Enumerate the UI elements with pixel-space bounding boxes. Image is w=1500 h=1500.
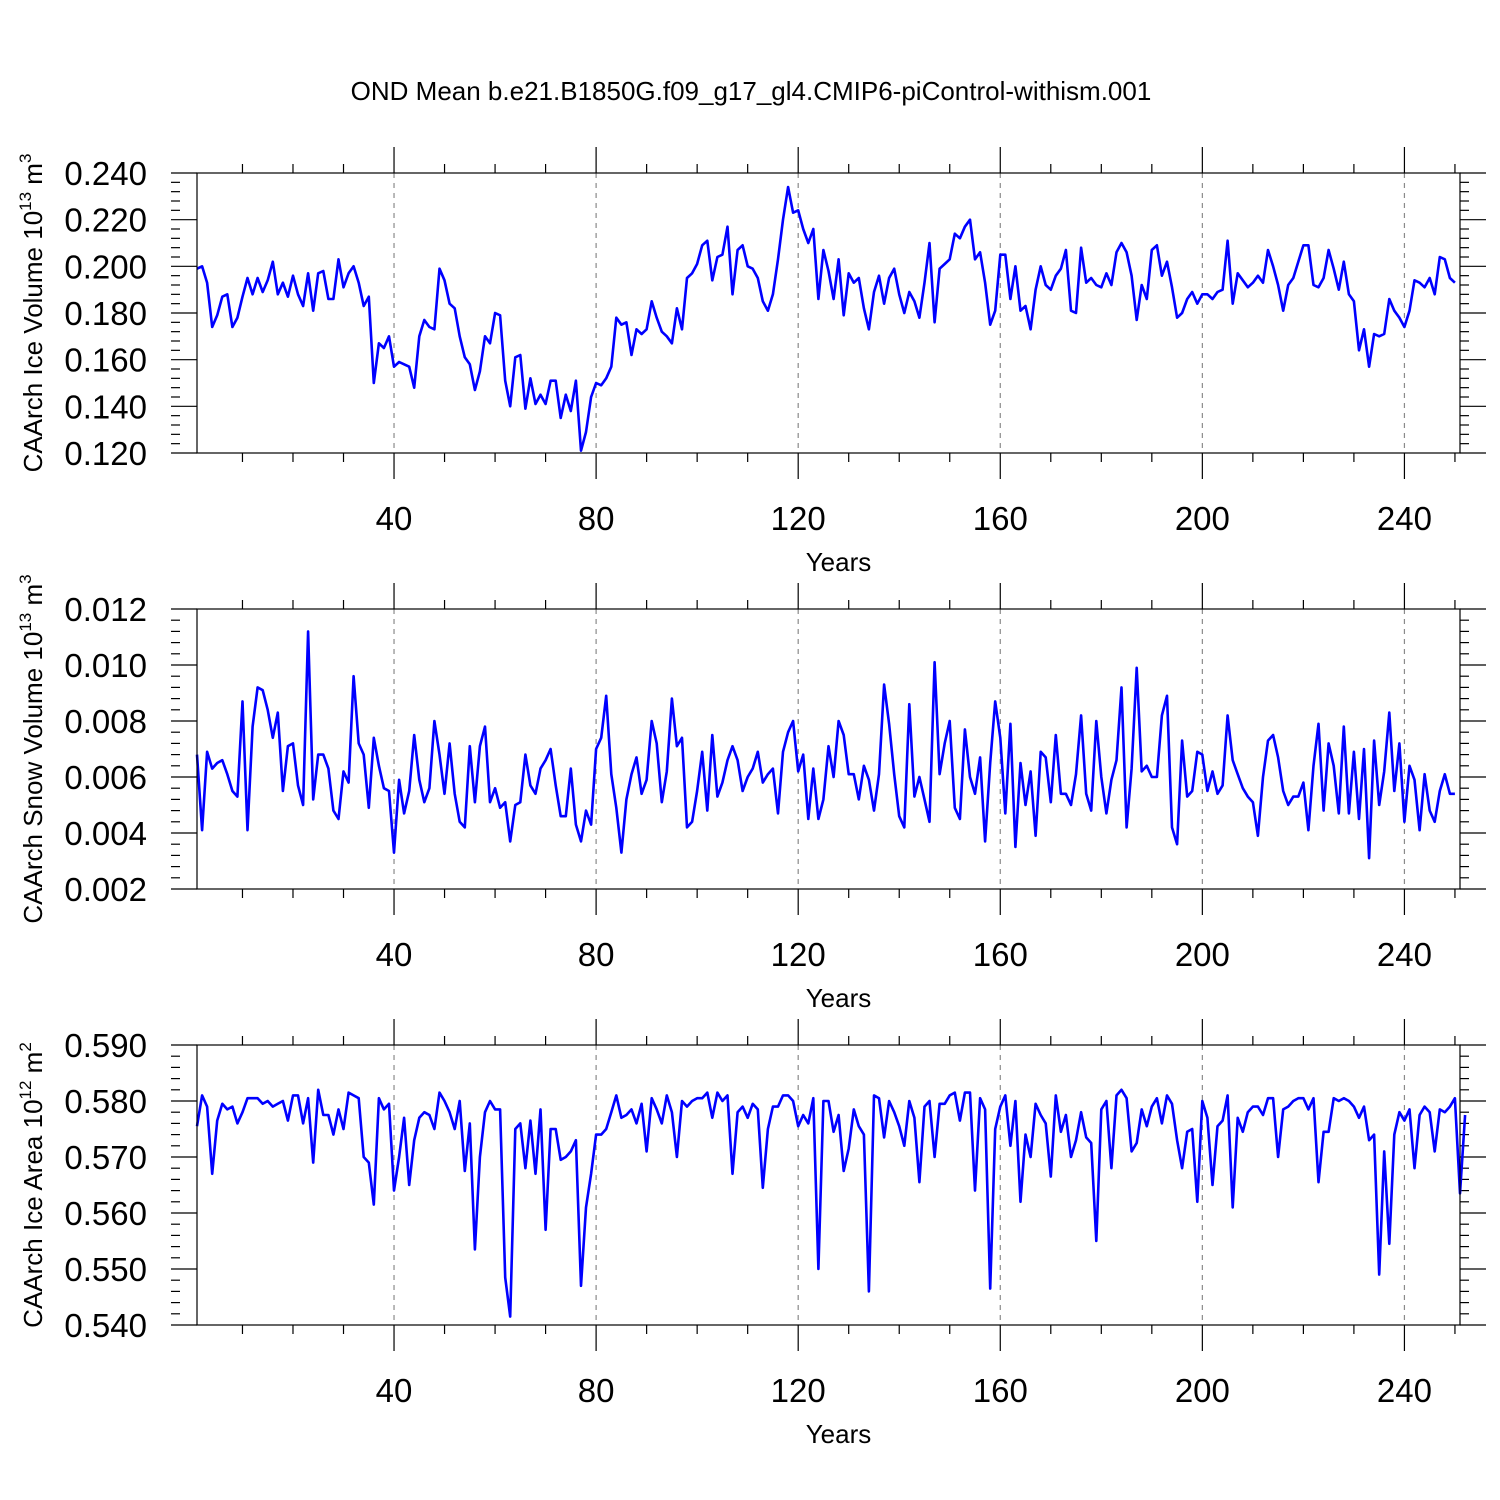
x-axis-label: Years <box>806 547 872 577</box>
x-tick-label: 240 <box>1377 500 1432 537</box>
y-axis-label: CAArch Snow Volume 1013 m3 <box>16 574 48 923</box>
y-tick-label: 0.120 <box>64 435 147 472</box>
plot-frame <box>196 1044 1461 1326</box>
y-axis-label-exponent: 12 <box>16 1081 35 1100</box>
y-tick-label: 0.012 <box>64 591 147 628</box>
x-tick-label: 40 <box>376 1372 413 1409</box>
plot-frame <box>196 608 1461 890</box>
y-axis-label: CAArch Ice Area 1012 m2 <box>16 1042 48 1328</box>
series-line-snow-volume <box>195 630 1455 860</box>
y-tick-label: 0.008 <box>64 703 147 740</box>
x-tick-label: 120 <box>771 936 826 973</box>
y-tick-label: 0.220 <box>64 202 147 239</box>
y-tick-label: 0.006 <box>64 759 147 796</box>
y-tick-label: 0.010 <box>64 647 147 684</box>
x-tick-label: 40 <box>376 936 413 973</box>
x-tick-label: 240 <box>1377 936 1432 973</box>
x-tick-label: 80 <box>578 1372 615 1409</box>
plot-frame <box>196 172 1461 454</box>
y-axis-label: CAArch Ice Volume 1013 m3 <box>16 154 48 473</box>
y-tick-label: 0.180 <box>64 295 147 332</box>
y-axis-label-main: CAArch Snow Volume 10 <box>18 632 48 924</box>
y-axis-label-unit: m <box>18 163 48 192</box>
y-axis-label-unit-exponent: 3 <box>16 574 35 583</box>
y-tick-label: 0.160 <box>64 342 147 379</box>
y-axis-label-unit-exponent: 2 <box>16 1042 35 1051</box>
y-tick-label: 0.550 <box>64 1251 147 1288</box>
x-tick-label: 80 <box>578 500 615 537</box>
x-axis-label: Years <box>806 1419 872 1449</box>
x-tick-label: 240 <box>1377 1372 1432 1409</box>
x-axis-label: Years <box>806 983 872 1013</box>
series-line-ice-volume <box>196 185 1456 453</box>
y-tick-label: 0.580 <box>64 1083 147 1120</box>
x-tick-label: 160 <box>973 1372 1028 1409</box>
y-tick-label: 0.004 <box>64 815 147 852</box>
chart-title: OND Mean b.e21.B1850G.f09_g17_gl4.CMIP6-… <box>351 76 1152 106</box>
series-line-ice-area <box>195 1088 1467 1318</box>
y-axis-label-exponent: 13 <box>16 613 35 632</box>
x-tick-label: 120 <box>771 500 826 537</box>
x-tick-label: 40 <box>376 500 413 537</box>
y-axis-label-exponent: 13 <box>16 192 35 211</box>
panel-snow-volume: 40 80 120 160 200 240 0.002 0.004 0.006 0.008 0.01… <box>16 574 1486 1013</box>
x-tick-label: 200 <box>1175 936 1230 973</box>
y-axis-label-main: CAArch Ice Volume 10 <box>18 211 48 473</box>
y-axis-label-unit-exponent: 3 <box>16 154 35 163</box>
y-tick-label: 0.590 <box>64 1027 147 1064</box>
panel-ice-volume: 40 80 120 160 200 240 0.120 0.140 0.160 0.180 0.20… <box>16 147 1486 577</box>
y-tick-label: 0.240 <box>64 155 147 192</box>
y-tick-label: 0.200 <box>64 248 147 285</box>
x-tick-label: 120 <box>771 1372 826 1409</box>
y-tick-label: 0.140 <box>64 388 147 425</box>
x-tick-label: 160 <box>973 500 1028 537</box>
x-tick-label: 200 <box>1175 500 1230 537</box>
x-tick-label: 200 <box>1175 1372 1230 1409</box>
y-tick-label: 0.002 <box>64 871 147 908</box>
y-tick-label: 0.570 <box>64 1139 147 1176</box>
y-axis-label-unit: m <box>18 1052 48 1081</box>
y-axis-label-main: CAArch Ice Area 10 <box>18 1099 48 1327</box>
y-tick-label: 0.540 <box>64 1307 147 1344</box>
y-tick-label: 0.560 <box>64 1195 147 1232</box>
x-tick-label: 160 <box>973 936 1028 973</box>
y-axis-label-unit: m <box>18 584 48 613</box>
x-tick-label: 80 <box>578 936 615 973</box>
panel-ice-area: 40 80 120 160 200 240 0.540 0.550 0.560 0.570 0.58… <box>16 1019 1486 1449</box>
